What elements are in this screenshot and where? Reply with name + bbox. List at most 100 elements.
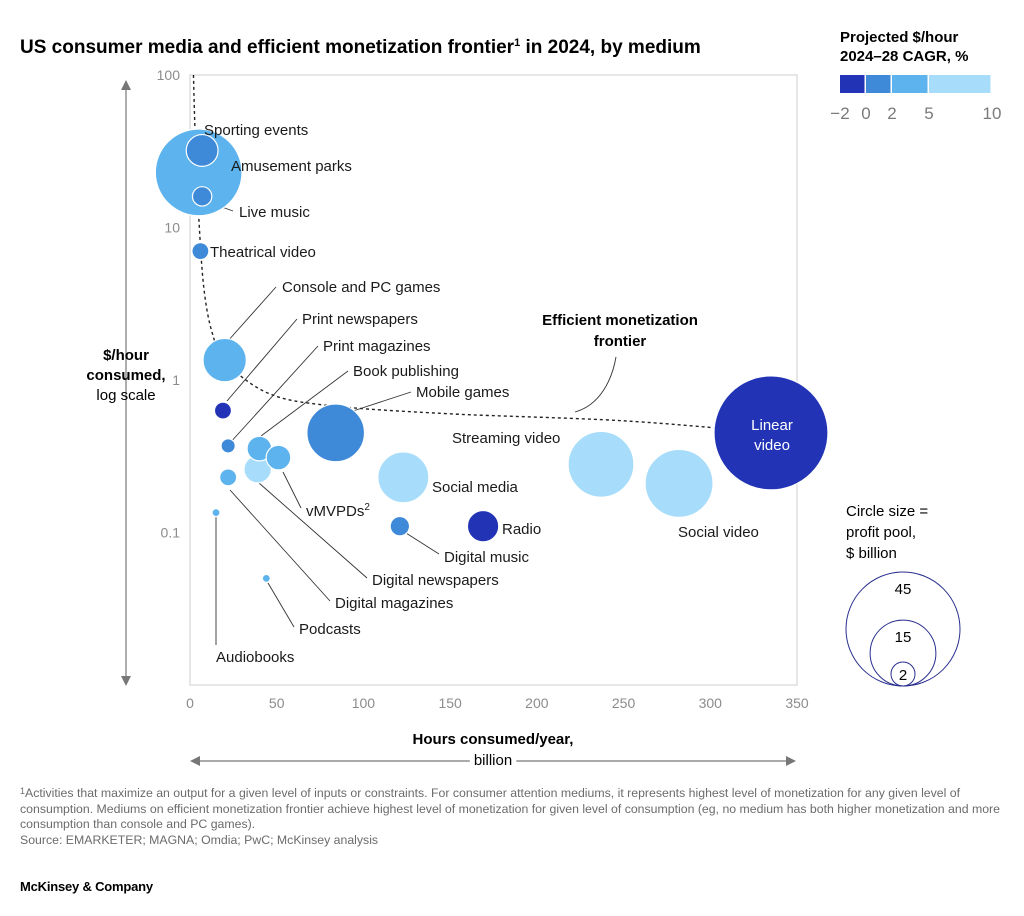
leader-podcasts xyxy=(267,582,295,628)
label-social-media: Social media xyxy=(432,479,519,496)
svg-text:log scale: log scale xyxy=(96,387,155,404)
y-tick-label: 1 xyxy=(172,372,180,388)
label-sporting-events: Sporting events xyxy=(204,122,308,139)
label-book-publishing: Book publishing xyxy=(353,363,459,380)
bubble-labels: Sporting events Amusement parks Live music… xyxy=(204,122,793,666)
leader-print-newspapers xyxy=(226,318,298,402)
svg-text:consumed,: consumed, xyxy=(86,367,165,384)
size-legend-circle-2 xyxy=(890,661,916,687)
svg-text:Efficient monetization: Efficient monetization xyxy=(542,312,698,329)
svg-text:profit pool,: profit pool, xyxy=(846,524,916,541)
bubble-theatrical-video xyxy=(191,242,210,261)
legend-title-line1: Projected $/hour xyxy=(840,29,959,46)
y-axis-arrow xyxy=(121,80,131,686)
x-tick-label: 250 xyxy=(612,695,636,711)
leader-mobile-games xyxy=(352,391,412,412)
svg-text:Hours consumed/year,: Hours consumed/year, xyxy=(413,731,574,748)
leader-vmvpds xyxy=(282,471,302,509)
bubble-podcasts xyxy=(261,573,271,583)
x-axis-arrow xyxy=(190,756,796,766)
size-legend-circles: 2 15 45 xyxy=(845,571,961,687)
y-tick-label: 100 xyxy=(157,67,181,83)
bubble-console-and-pc-games xyxy=(202,337,247,383)
x-tick-label: 350 xyxy=(785,695,809,711)
bubble-social-media xyxy=(377,451,430,504)
bubble-radio xyxy=(466,509,500,543)
label-digital-newspapers: Digital newspapers xyxy=(372,572,499,589)
legend-bin-0 xyxy=(840,75,865,93)
leader-print-magazines xyxy=(228,345,319,445)
footnote: 1Activities that maximize an output for … xyxy=(20,786,1000,847)
bubble-linear-video xyxy=(713,375,829,491)
label-podcasts: Podcasts xyxy=(299,621,361,638)
bubble-print-magazines xyxy=(220,438,236,454)
bubble-streaming-video xyxy=(567,430,635,498)
label-print-magazines: Print magazines xyxy=(323,338,431,355)
svg-text:Circle size =: Circle size = xyxy=(846,503,928,520)
label-amusement-parks: Amusement parks xyxy=(231,158,352,175)
label-mobile-games: Mobile games xyxy=(416,384,509,401)
label-radio: Radio xyxy=(502,521,541,538)
bubble-social-video xyxy=(644,448,714,518)
y-tick-label: 0.1 xyxy=(161,525,181,541)
plot-frame xyxy=(189,74,798,686)
legend-tick-label: 10 xyxy=(983,104,1002,123)
label-linear-video: Linear xyxy=(751,417,793,434)
bubble-amusement-parks xyxy=(154,128,243,217)
size-legend: Circle size = profit pool, $ billion 2 15… xyxy=(845,503,961,687)
bubble-digital-music xyxy=(389,515,411,537)
size-legend-label-15: 15 xyxy=(895,629,912,646)
bubble-digital-magazines xyxy=(219,468,238,487)
bubble-audiobooks xyxy=(211,508,221,518)
label-digital-music: Digital music xyxy=(444,549,530,566)
legend-bin-3 xyxy=(929,75,991,93)
bubble-vmvpds xyxy=(265,444,292,471)
size-legend-label-45: 45 xyxy=(895,581,912,598)
chart-title: US consumer media and efficient monetiza… xyxy=(20,37,701,58)
leader-digital-newspapers xyxy=(258,482,368,579)
label-live-music: Live music xyxy=(239,204,310,221)
x-axis-title: Hours consumed/year, billion xyxy=(413,731,574,774)
legend-title-line2: 2024–28 CAGR, % xyxy=(840,48,968,65)
label-digital-magazines: Digital magazines xyxy=(335,595,453,612)
size-legend-label-2: 2 xyxy=(899,667,907,684)
legend-tick-label: 0 xyxy=(861,104,870,123)
brand-logo-text: McKinsey & Company xyxy=(20,879,153,894)
x-tick-label: 50 xyxy=(269,695,285,711)
label-print-newspapers: Print newspapers xyxy=(302,311,418,328)
efficient-frontier-line xyxy=(192,74,773,434)
label-vmvpds: vMVPDs2 xyxy=(306,502,370,520)
x-tick-label: 150 xyxy=(438,695,462,711)
svg-text:$/hour: $/hour xyxy=(103,347,149,364)
bubble-print-newspapers xyxy=(213,401,233,420)
legend-tick-label: −2 xyxy=(830,104,849,123)
legend-tick-label: 2 xyxy=(887,104,896,123)
leader-frontier-label xyxy=(574,356,617,413)
label-leader-lines xyxy=(196,197,617,645)
svg-text:billion: billion xyxy=(474,752,512,769)
legend-color-bins xyxy=(840,75,991,93)
label-streaming-video: Streaming video xyxy=(452,430,560,447)
x-tick-label: 100 xyxy=(352,695,376,711)
label-linear-video: video xyxy=(754,437,790,454)
legend-bin-1 xyxy=(866,75,891,93)
y-axis-title: $/hour consumed, log scale xyxy=(86,347,165,404)
x-tick-label: 200 xyxy=(525,695,549,711)
source-note: Source: EMARKETER; MAGNA; Omdia; PwC; Mc… xyxy=(20,832,379,847)
axis-ticks: 0 50 100 150 200 250 300 350 100 10 1 0.1 xyxy=(157,67,809,711)
label-social-video: Social video xyxy=(678,524,759,541)
y-tick-label: 10 xyxy=(164,220,180,236)
leader-console-and-pc-games xyxy=(226,286,277,343)
leader-book-publishing xyxy=(260,370,349,437)
leader-digital-music xyxy=(405,532,440,555)
bubble-mobile-games xyxy=(306,403,366,463)
x-tick-label: 300 xyxy=(699,695,723,711)
bubbles xyxy=(154,128,829,583)
cagr-legend: Projected $/hour 2024–28 CAGR, % −2 0 2 5 10 xyxy=(830,29,1001,123)
leader-digital-magazines xyxy=(229,489,331,602)
svg-text:$ billion: $ billion xyxy=(846,545,897,562)
svg-text:frontier: frontier xyxy=(594,333,647,350)
label-audiobooks: Audiobooks xyxy=(216,649,294,666)
bubble-live-music xyxy=(191,186,213,207)
label-console-and-pc-games: Console and PC games xyxy=(282,279,440,296)
